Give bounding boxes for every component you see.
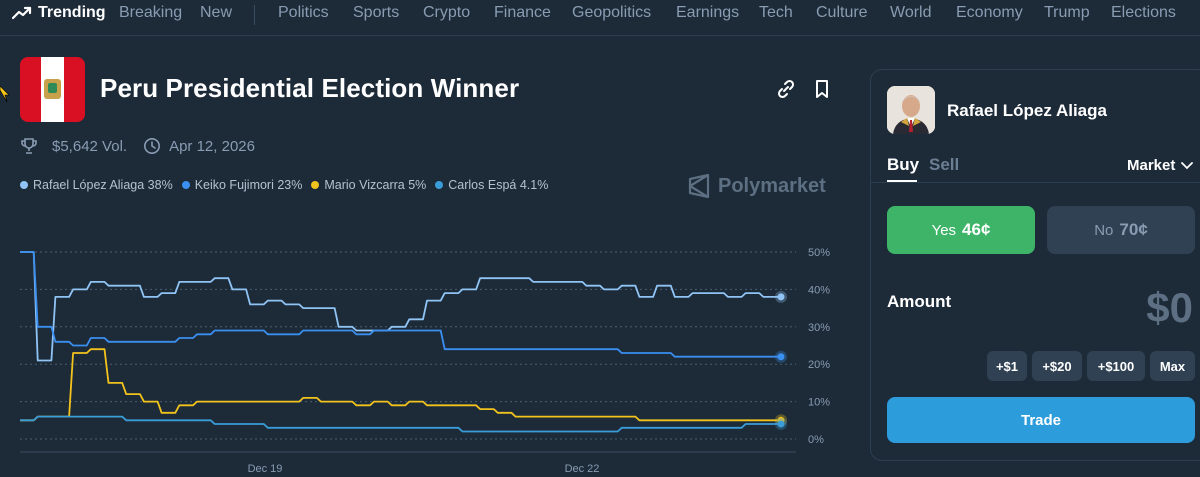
watermark-label: Polymarket (718, 174, 826, 197)
legend-item: Mario Vizcarra 5% (311, 178, 426, 192)
nav-item-politics[interactable]: Politics (278, 4, 329, 21)
trophy-icon (21, 138, 37, 154)
series-line (20, 415, 781, 433)
top-nav: Trending Breaking New Politics Sports Cr… (0, 0, 1200, 36)
candidate-photo (887, 86, 935, 134)
legend-label: Rafael López Aliaga 38% (33, 178, 173, 192)
market-meta: $5,642 Vol. Apr 12, 2026 (20, 137, 255, 155)
quick-add-100-button[interactable]: +$100 (1087, 351, 1145, 381)
nav-item-geopolitics[interactable]: Geopolitics (572, 4, 652, 21)
y-tick-label: 50% (808, 247, 830, 259)
polymarket-logo-icon (688, 174, 710, 198)
amount-label: Amount (887, 292, 952, 311)
market-end-date: Apr 12, 2026 (169, 137, 255, 155)
y-axis: 50% 40% 30% 20% 10% 0% (808, 247, 830, 446)
price-chart: 50% 40% 30% 20% 10% 0% Dec 19 Dec 22 (20, 247, 830, 475)
nav-item-crypto[interactable]: Crypto (423, 4, 471, 21)
order-type-select[interactable]: Market (1127, 157, 1194, 174)
max-button[interactable]: Max (1150, 351, 1195, 381)
link-icon[interactable] (776, 79, 796, 99)
legend-item: Rafael López Aliaga 38% (20, 178, 173, 192)
nav-item-culture[interactable]: Culture (816, 4, 868, 21)
nav-item-trump[interactable]: Trump (1044, 4, 1090, 21)
order-type-label: Market (1127, 157, 1176, 174)
nav-item-sports[interactable]: Sports (353, 4, 400, 21)
cursor-icon (0, 86, 10, 103)
legend-dot (435, 181, 444, 189)
x-axis: Dec 19 Dec 22 (20, 451, 796, 475)
series-line (20, 251, 781, 358)
nav-item-earnings[interactable]: Earnings (676, 4, 740, 21)
series-end-point (777, 420, 785, 428)
yes-label: Yes (931, 221, 957, 239)
yes-price: 46¢ (962, 220, 991, 239)
nav-item-economy[interactable]: Economy (956, 4, 1023, 21)
no-button[interactable]: No 70¢ (1047, 206, 1195, 254)
nav-item-elections[interactable]: Elections (1111, 4, 1176, 21)
chevron-down-icon (1181, 161, 1194, 169)
no-price: 70¢ (1119, 220, 1148, 239)
chart-series (20, 251, 787, 433)
nav-item-tech[interactable]: Tech (759, 4, 793, 21)
x-tick-label: Dec 19 (248, 463, 283, 475)
legend-label: Carlos Espá 4.1% (448, 178, 549, 192)
page-title: Peru Presidential Election Winner (100, 73, 520, 103)
tab-buy[interactable]: Buy (887, 155, 920, 174)
candidate-name: Rafael López Aliaga (947, 101, 1107, 120)
nav-separator (254, 5, 255, 25)
series-end-point (777, 293, 785, 301)
peru-flag-icon (20, 57, 85, 122)
legend-dot (311, 181, 320, 189)
y-tick-label: 30% (808, 322, 830, 334)
y-tick-label: 20% (808, 359, 830, 371)
nav-item-new[interactable]: New (200, 4, 233, 21)
quick-add-1-button[interactable]: +$1 (987, 351, 1027, 381)
polymarket-watermark: Polymarket (688, 174, 826, 198)
nav-trending[interactable]: Trending (12, 4, 106, 22)
nav-item-world[interactable]: World (890, 4, 932, 21)
nav-item-finance[interactable]: Finance (494, 4, 551, 21)
tab-divider (871, 182, 1200, 183)
legend-label: Mario Vizcarra 5% (324, 178, 427, 192)
quick-add-20-button[interactable]: +$20 (1032, 351, 1082, 381)
no-label: No (1094, 221, 1114, 239)
series-line (20, 348, 781, 422)
amount-input[interactable]: $0 (1146, 284, 1193, 331)
legend-label: Keiko Fujimori 23% (194, 178, 303, 192)
tab-sell[interactable]: Sell (929, 155, 960, 174)
legend-item: Carlos Espá 4.1% (435, 178, 548, 192)
tab-active-indicator (887, 180, 917, 182)
series-end-point (777, 353, 785, 361)
legend-dot (181, 181, 190, 189)
nav-item-breaking[interactable]: Breaking (119, 4, 183, 21)
chart-legend: Rafael López Aliaga 38% Keiko Fujimori 2… (20, 178, 557, 192)
y-tick-label: 0% (808, 434, 824, 446)
chart-grid (20, 251, 796, 440)
trending-icon (12, 6, 32, 20)
y-tick-label: 10% (808, 397, 830, 409)
avatar (887, 86, 935, 134)
bookmark-icon[interactable] (812, 79, 832, 99)
nav-trending-label: Trending (38, 4, 106, 21)
legend-item: Keiko Fujimori 23% (181, 178, 303, 192)
series-line (20, 251, 781, 362)
x-tick-label: Dec 22 (565, 463, 600, 475)
legend-dot (20, 181, 28, 189)
trade-panel: Rafael López Aliaga Buy Sell Market Yes … (870, 69, 1200, 461)
trade-button[interactable]: Trade (887, 397, 1195, 443)
y-tick-label: 40% (808, 284, 830, 296)
clock-icon (144, 138, 161, 154)
yes-button[interactable]: Yes 46¢ (887, 206, 1035, 254)
market-volume: $5,642 Vol. (52, 137, 128, 155)
